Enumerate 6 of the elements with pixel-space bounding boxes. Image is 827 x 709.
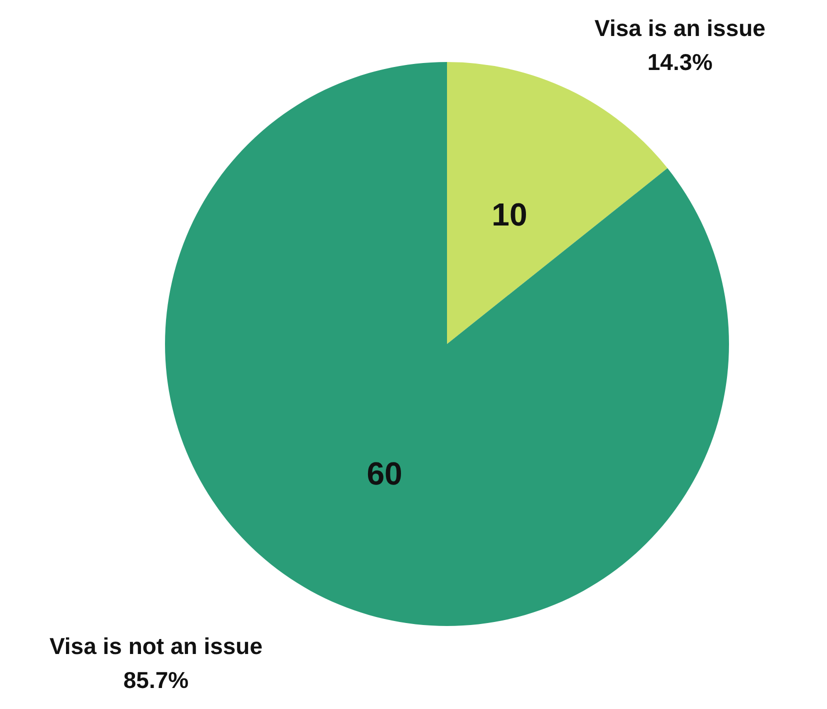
- slice-label: Visa is an issue: [594, 15, 766, 41]
- text: 14.3%: [647, 49, 713, 75]
- data-label: 60: [366, 456, 402, 492]
- slice-label: Visa is not an issue: [49, 633, 263, 659]
- text: 85.7%: [123, 667, 189, 693]
- data-label: 10: [492, 196, 528, 232]
